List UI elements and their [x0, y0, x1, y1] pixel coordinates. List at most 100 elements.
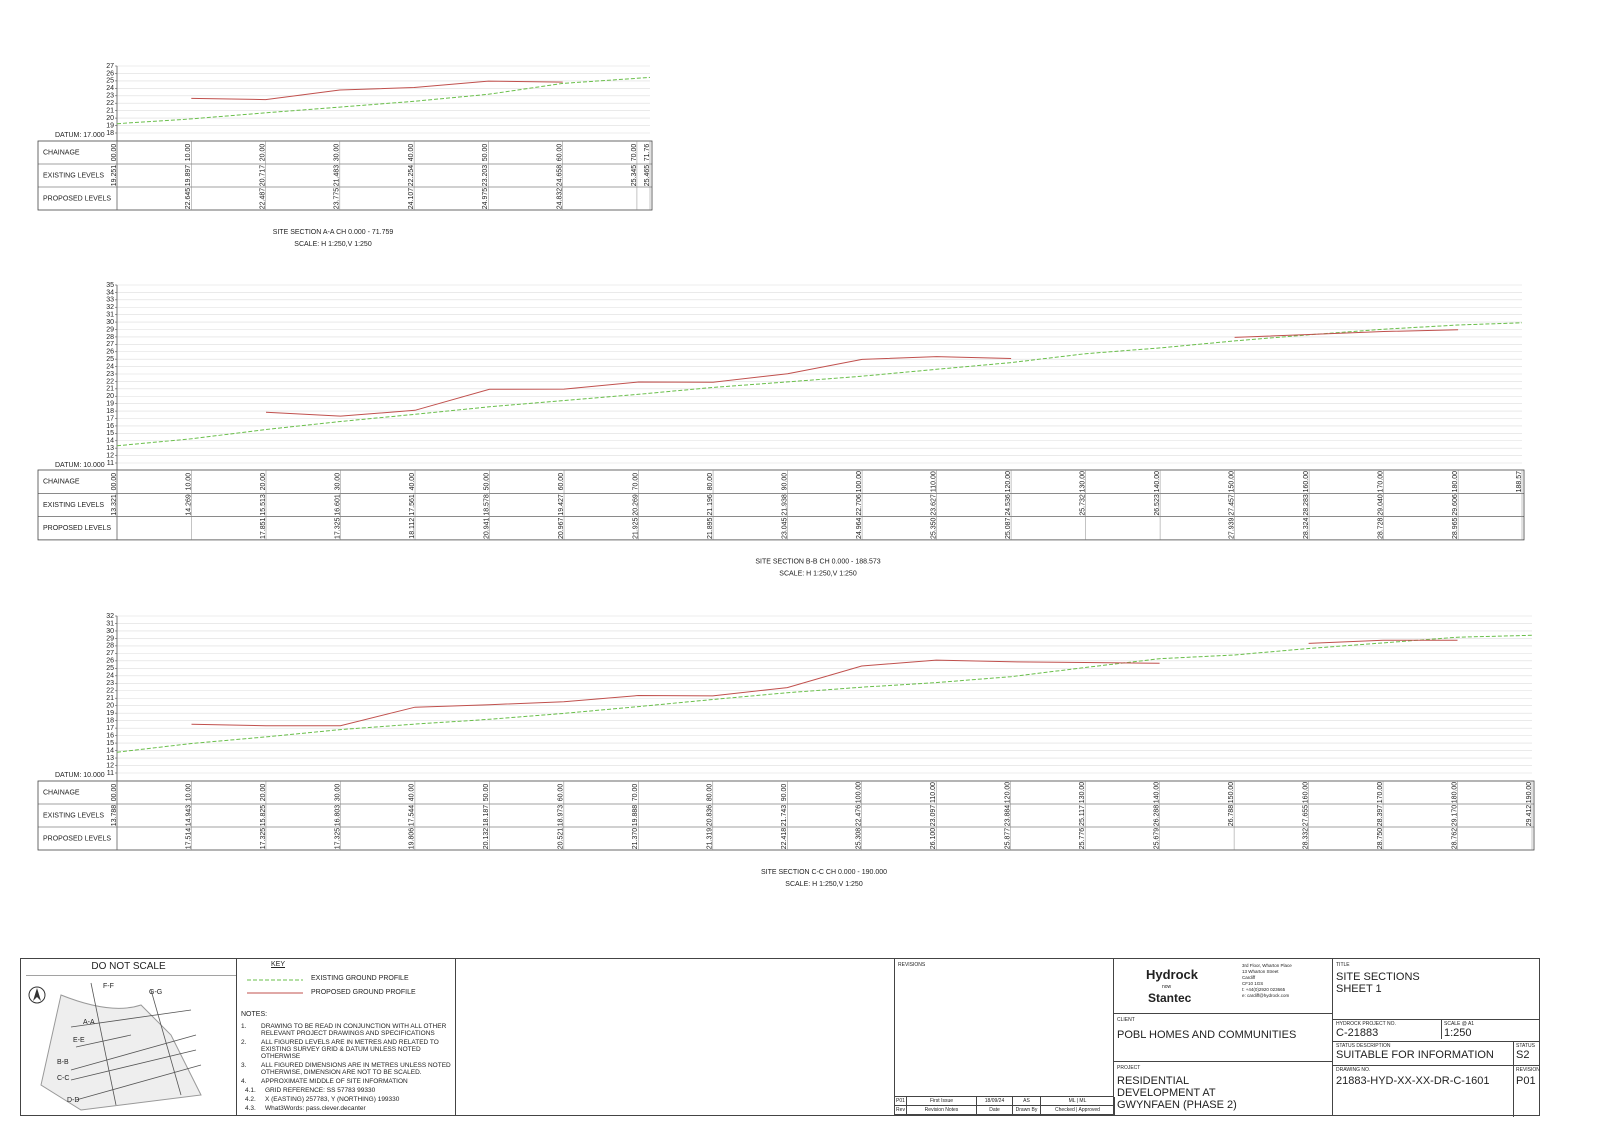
note-number: 3. [241, 1062, 247, 1069]
revision-label: REVISION [1516, 1067, 1540, 1073]
divider [1513, 1041, 1514, 1117]
x-tick-label: 50.00 [482, 144, 489, 162]
title-label: TITLE [1336, 962, 1350, 968]
project-label: PROJECT [1117, 1065, 1141, 1071]
blank-box [455, 958, 895, 1116]
x-tick-label: 30.00 [334, 784, 341, 802]
table-frame [37, 140, 653, 211]
series-line [265, 329, 1459, 417]
y-tick-label: 16 [106, 423, 114, 430]
y-tick-label: 13 [106, 445, 114, 452]
value-label: 17.514 [185, 828, 192, 850]
y-tick-label: 29 [106, 635, 114, 642]
value-label: 21.938 [781, 494, 788, 516]
datum-label: DATUM: 10.000 [55, 772, 105, 779]
divider [1333, 1065, 1539, 1066]
project-no: C-21883 [1336, 1027, 1379, 1039]
key-notes-box: KEY EXISTING GROUND PROFILE PROPOSED GRO… [236, 958, 456, 1116]
x-tick-label: 190.00 [1526, 782, 1533, 804]
key-plan-label: A-A [83, 1019, 95, 1026]
value-label: 25.877 [1005, 828, 1012, 850]
x-tick-label: 30.00 [334, 144, 341, 162]
value-label: 27.939 [1228, 517, 1235, 539]
x-tick-label: 150.00 [1228, 782, 1235, 804]
y-tick-label: 11 [107, 770, 114, 777]
value-label: 13.788 [111, 805, 118, 827]
revision-cell: ML | ML [1041, 1097, 1115, 1106]
x-tick-label: 10.00 [185, 144, 192, 162]
y-tick-label: 21 [106, 695, 114, 702]
x-tick-label: 20.00 [260, 784, 267, 802]
key-plan-label: B-B [57, 1059, 69, 1066]
value-label: 20.132 [483, 828, 490, 850]
revision-cell: Rev [895, 1106, 907, 1115]
row-label: CHAINAGE [43, 478, 80, 485]
revision-cell: Date [977, 1106, 1013, 1115]
y-tick-label: 20 [106, 703, 114, 710]
note: 4.3. What3Words: pass.clever.decanter [241, 1105, 451, 1113]
value-label: 23.045 [781, 517, 788, 539]
y-tick-label: 30 [106, 319, 114, 326]
project: RESIDENTIAL DEVELOPMENT AT GWYNFAEN (PHA… [1117, 1075, 1237, 1111]
section-subtitle: SCALE: H 1:250,V 1:250 [785, 881, 863, 888]
divider [1441, 1019, 1442, 1039]
x-tick-label: 120.00 [1005, 471, 1012, 493]
value-label: 14.269 [185, 494, 192, 516]
key-plan-label: D-D [67, 1097, 80, 1104]
x-tick-label: 160.00 [1303, 471, 1310, 493]
x-tick-label: 90.00 [781, 784, 788, 802]
y-tick-label: 18 [106, 718, 114, 725]
x-tick-label: 80.00 [707, 784, 714, 802]
note-number: 4.2. [245, 1096, 256, 1103]
value-label: 20.941 [483, 517, 490, 539]
note-text: ALL FIGURED DIMENSIONS ARE IN METRES UNL… [261, 1062, 451, 1076]
y-tick-label: 15 [106, 430, 114, 437]
y-tick-label: 31 [106, 312, 114, 319]
y-tick-label: 27 [106, 341, 114, 348]
value-label: 29.170 [1451, 805, 1458, 827]
key-plan-box: DO NOT SCALE F-F G-G A-A E-E B-B C-C D-D [20, 958, 237, 1116]
y-tick-label: 13 [106, 755, 114, 762]
y-tick-label: 28 [106, 334, 114, 341]
x-tick-label: 10.00 [185, 473, 192, 491]
logo-now: now [1162, 984, 1172, 990]
note-number: 4.3. [245, 1105, 256, 1112]
x-tick-label: 10.00 [185, 784, 192, 802]
value-label: 24.964 [856, 517, 863, 539]
value-label: 17.544 [409, 805, 416, 827]
value-label: 27.655 [1302, 805, 1309, 827]
note: 1. DRAWING TO BE READ IN CONJUNCTION WITH… [241, 1023, 451, 1038]
y-tick-label: 22 [106, 100, 114, 107]
client-label: CLIENT [1117, 1017, 1135, 1023]
key-plan-label: E-E [73, 1037, 85, 1044]
series-line [191, 639, 1458, 727]
x-tick-label: 71.76 [644, 144, 651, 162]
revision: P01 [1516, 1075, 1536, 1087]
logo-stantec: Stantec [1148, 991, 1192, 1005]
value-label: 26.523 [1154, 494, 1161, 516]
y-tick-label: 28 [106, 643, 114, 650]
revisions-table: P01 First Issue 18/09/24 AS ML | ML Rev Revisi… [895, 1096, 1115, 1115]
y-tick-label: 17 [106, 415, 114, 422]
value-label: 25.117 [1079, 805, 1086, 826]
y-tick-label: 19 [106, 401, 114, 408]
status-desc: SUITABLE FOR INFORMATION [1336, 1049, 1494, 1061]
y-tick-label: 21 [106, 108, 114, 115]
table-frame [37, 780, 1535, 851]
logo-area: Hydrock now Stantec 3rd Floor, Wharton P… [1114, 959, 1332, 1014]
value-label: 27.457 [1228, 494, 1235, 516]
scale-label: SCALE @ A1 [1444, 1021, 1475, 1027]
value-label: 23.627 [930, 494, 937, 516]
section-title: SITE SECTION C-C CH 0.000 - 190.000 [761, 869, 887, 876]
value-label: 24.107 [408, 188, 415, 210]
row-label: EXISTING LEVELS [43, 502, 104, 509]
value-label: 22.254 [408, 165, 415, 187]
y-tick-label: 18 [106, 408, 114, 415]
datum-label: DATUM: 10.000 [55, 462, 105, 469]
value-label: 21.370 [632, 828, 639, 850]
divider [1333, 1041, 1539, 1042]
row-label: CHAINAGE [43, 789, 80, 796]
x-tick-label: 70.00 [631, 144, 638, 162]
key-plan-label: C-C [57, 1075, 70, 1082]
